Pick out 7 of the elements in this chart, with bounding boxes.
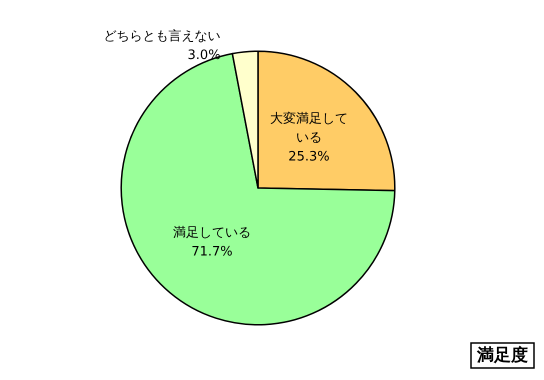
slice-label: 満足している — [172, 226, 251, 241]
slice-label: 大変満足している — [270, 110, 348, 146]
text: 満足度 — [476, 346, 528, 366]
data-label: 3.0% — [188, 48, 221, 63]
data-label: 25.3% — [288, 149, 330, 164]
slice-label: どちらとも言えない — [104, 28, 221, 44]
data-label: 71.7% — [191, 244, 233, 260]
